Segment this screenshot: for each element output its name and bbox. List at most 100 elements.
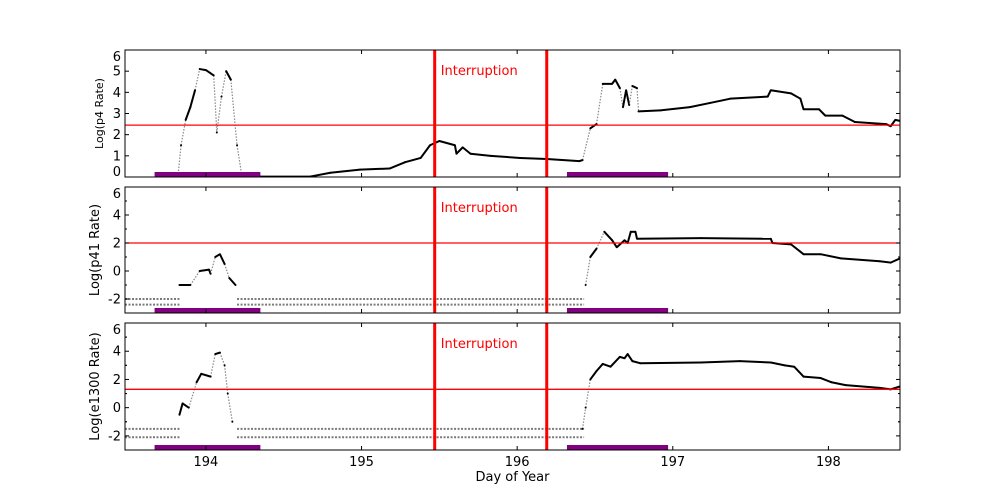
data-point — [184, 118, 187, 121]
data-point — [178, 284, 181, 286]
y-tick-label: 0 — [113, 401, 121, 416]
data-point — [819, 253, 822, 256]
y-tick-label: -2 — [108, 429, 121, 444]
data-point — [438, 140, 441, 143]
data-point — [802, 253, 805, 256]
data-point — [584, 284, 587, 286]
data-point — [209, 272, 212, 275]
data-point — [878, 260, 881, 263]
data-segment — [230, 79, 238, 146]
data-segment — [227, 393, 233, 422]
data-segment — [177, 145, 182, 177]
y-axis-label: Log(p41 Rate) — [88, 204, 103, 296]
data-point — [844, 384, 847, 387]
data-segment — [216, 96, 223, 133]
data-point — [228, 277, 231, 279]
data-segment — [359, 167, 390, 171]
data-segment — [890, 257, 900, 264]
data-segment — [640, 361, 701, 365]
data-point — [589, 256, 592, 258]
data-point — [214, 256, 217, 258]
data-point — [769, 361, 772, 364]
data-point — [519, 156, 522, 159]
data-point — [180, 144, 183, 147]
data-segment — [625, 90, 631, 106]
data-point — [225, 70, 228, 73]
data-segment — [636, 237, 701, 240]
data-point — [824, 114, 827, 117]
data-segment — [404, 156, 421, 164]
data-point — [181, 402, 184, 405]
data-segment — [419, 144, 431, 159]
data-point — [195, 381, 198, 384]
data-segment — [793, 366, 805, 378]
data-point — [358, 168, 361, 171]
data-segment — [626, 353, 634, 362]
data-point — [226, 392, 229, 395]
data-point — [738, 360, 741, 363]
panel-0: Interruption 01 2 3 4 56 Log(p4 Rate) — [93, 49, 901, 180]
data-segment — [831, 381, 846, 387]
data-segment — [219, 253, 226, 265]
data-segment — [470, 152, 491, 157]
data-segment — [700, 360, 740, 364]
data-segment — [595, 363, 604, 372]
data-segment — [879, 260, 891, 264]
data-segment — [462, 146, 472, 155]
data-point — [194, 89, 197, 92]
data-segment — [803, 375, 821, 380]
data-segment — [199, 268, 210, 272]
data-segment — [199, 68, 207, 72]
data-point — [625, 89, 628, 92]
data-point — [223, 364, 226, 367]
y-axis-label: Log(p4 Rate) — [93, 78, 106, 149]
x-tick-label: 198 — [816, 455, 841, 470]
data-point — [699, 237, 702, 240]
y-tick-label: -2 — [108, 293, 121, 308]
y-tick-label: 0 — [113, 165, 121, 180]
data-point — [419, 156, 422, 159]
data-segment — [619, 88, 624, 108]
y-tick-label: 6 — [113, 323, 121, 338]
data-point — [878, 386, 881, 389]
x-tick-label: 197 — [660, 455, 685, 470]
data-segment — [213, 75, 218, 133]
data-point — [223, 263, 226, 265]
data-point — [208, 268, 211, 271]
data-segment — [581, 407, 587, 429]
data-point — [609, 365, 612, 368]
data-segment — [770, 361, 786, 367]
data-point — [218, 351, 221, 354]
data-point — [802, 375, 805, 378]
data-point — [461, 146, 464, 149]
data-point — [614, 78, 617, 81]
axes-frame — [124, 186, 901, 314]
data-segment — [845, 384, 880, 389]
data-segment — [616, 239, 626, 248]
data-point — [453, 144, 456, 147]
data-segment — [585, 379, 591, 408]
data-point — [198, 270, 201, 272]
data-point — [894, 118, 897, 121]
y-axis-label: Log(e1300 Rate) — [88, 332, 103, 440]
y-tick-label: 4 — [113, 209, 121, 224]
data-segment — [589, 248, 598, 258]
data-segment — [603, 231, 613, 241]
y-tick-label: 3 — [113, 107, 121, 122]
data-point — [634, 230, 637, 233]
data-segment — [589, 370, 598, 381]
data-segment — [219, 352, 226, 366]
x-tick-label: 196 — [505, 455, 530, 470]
data-point — [729, 97, 732, 100]
data-segment — [790, 243, 805, 255]
data-point — [198, 68, 201, 71]
data-segment — [628, 85, 633, 106]
data-segment — [700, 237, 771, 240]
data-point — [769, 237, 772, 240]
data-point — [783, 364, 786, 367]
data-segment — [790, 92, 801, 100]
data-segment — [180, 119, 187, 146]
interruption-label: Interruption — [441, 64, 518, 79]
data-point — [621, 106, 624, 109]
y-tick-label: 0 — [113, 265, 121, 280]
